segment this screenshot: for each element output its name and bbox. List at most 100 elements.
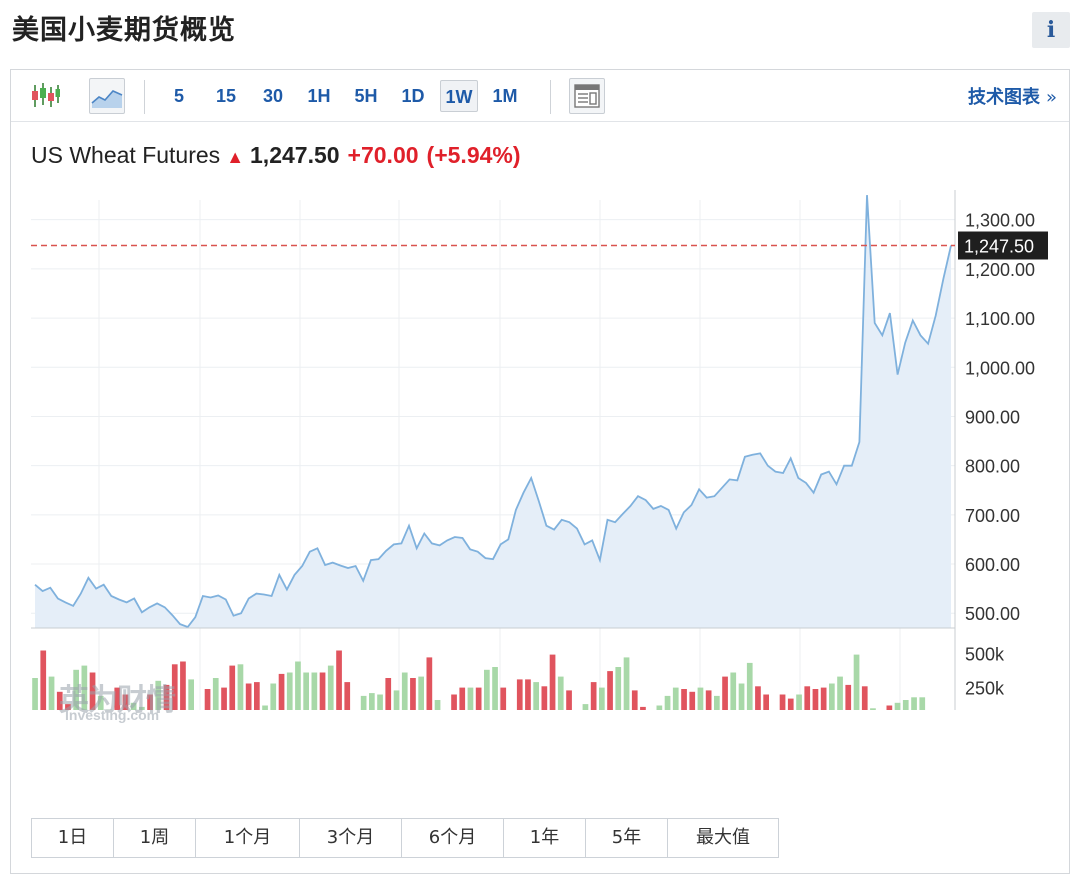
volume-tick-label: 250k — [965, 679, 1005, 699]
volume-bar — [664, 695, 671, 710]
volume-bar — [492, 667, 498, 710]
candlestick-icon[interactable] — [27, 78, 63, 114]
last-price-box — [958, 231, 1048, 260]
range-6m[interactable]: 6个月 — [402, 819, 504, 857]
instrument-name: US Wheat Futures — [31, 142, 221, 168]
volume-bar — [81, 665, 88, 710]
volume-bar — [360, 695, 367, 710]
volume-bar — [689, 691, 696, 710]
range-1w[interactable]: 1周 — [114, 819, 196, 857]
volume-bar — [755, 686, 761, 710]
volume-bar — [902, 700, 909, 710]
volume-bar — [254, 682, 260, 710]
price-change-pct: (+5.94%) — [426, 142, 521, 168]
volume-bar — [97, 695, 104, 710]
volume-bar — [533, 682, 539, 710]
area-chart-icon[interactable] — [89, 78, 125, 114]
volume-bar — [672, 687, 679, 710]
volume-bar — [319, 672, 326, 710]
volume-bar — [212, 678, 219, 710]
volume-bar — [467, 687, 474, 710]
volume-bar — [779, 694, 786, 710]
volume-bar — [278, 673, 285, 710]
price-change: +70.00 — [347, 142, 419, 168]
volume-bar — [837, 676, 843, 710]
volume-bar — [590, 682, 597, 710]
volume-bar — [336, 650, 342, 710]
quote-header: US Wheat Futures ▲ 1,247.50 +70.00 (+5.94%) — [31, 142, 521, 169]
volume-bar — [40, 650, 47, 710]
info-icon: i — [1046, 17, 1056, 43]
y-tick-label: 1,200.00 — [965, 260, 1035, 280]
tech-chart-link[interactable]: 技术图表» — [968, 83, 1057, 109]
volume-bar — [714, 695, 720, 710]
volume-bar — [32, 678, 38, 710]
y-tick-label: 900.00 — [965, 407, 1020, 427]
volume-bar — [475, 687, 482, 710]
y-tick-label: 800.00 — [965, 457, 1020, 477]
volume-bar — [221, 687, 227, 710]
volume-bar — [746, 662, 753, 710]
volume-bar — [804, 686, 811, 710]
volume-bar — [426, 657, 433, 710]
volume-bar — [229, 665, 236, 710]
volume-bar — [911, 697, 917, 710]
volume-bar — [697, 687, 704, 710]
price-chart[interactable]: 1,300.00 1,200.00 1,100.00 1,000.00 900.00 80… — [11, 190, 1069, 710]
volume-bar — [820, 687, 827, 710]
volume-bar — [262, 705, 268, 710]
volume-bar — [385, 678, 392, 710]
chart-widget: 5 15 30 1H 5H 1D 1W 1M 技术图表» US Wheat Fu… — [10, 69, 1070, 874]
volume-bar — [656, 705, 663, 710]
info-button[interactable]: i — [1032, 12, 1070, 48]
volume-bar — [582, 704, 589, 710]
timeframe-5h[interactable]: 5H — [354, 86, 378, 106]
volume-bar — [541, 686, 548, 710]
y-tick-label: 1,300.00 — [965, 211, 1035, 231]
volume-bar — [286, 672, 293, 710]
volume-bar — [894, 702, 901, 710]
arrow-up-icon: ▲ — [226, 147, 245, 167]
volume-bar — [393, 690, 400, 710]
range-1y[interactable]: 1年 — [504, 819, 586, 857]
volume-bar — [705, 690, 712, 710]
last-price-label: 1,247.50 — [964, 237, 1034, 257]
timeframe-1h[interactable]: 1H — [307, 86, 331, 106]
range-3m[interactable]: 3个月 — [300, 819, 402, 857]
timeframe-1d[interactable]: 1D — [401, 86, 425, 106]
chart-toolbar: 5 15 30 1H 5H 1D 1W 1M 技术图表» — [11, 70, 1069, 122]
timeframe-15[interactable]: 15 — [215, 86, 237, 106]
timeframe-1m[interactable]: 1M — [492, 86, 518, 106]
timeframe-5[interactable]: 5 — [173, 86, 184, 106]
volume-bar — [525, 679, 531, 710]
volume-bar — [886, 705, 893, 710]
range-5y[interactable]: 5年 — [586, 819, 668, 857]
volume-bar — [919, 697, 926, 710]
volume-bar — [829, 683, 835, 710]
volume-bar — [681, 689, 687, 710]
volume-bar — [48, 676, 55, 710]
volume-bar — [738, 683, 745, 710]
volume-bar — [147, 694, 153, 710]
y-tick-label: 700.00 — [965, 506, 1020, 526]
range-selector: 1日 1周 1个月 3个月 6个月 1年 5年 最大值 — [31, 818, 779, 858]
volume-bar — [459, 687, 466, 710]
y-tick-label: 1,000.00 — [965, 358, 1035, 378]
timeframe-1w[interactable]: 1W — [440, 80, 478, 112]
volume-bar — [89, 672, 96, 710]
volume-bar — [787, 698, 794, 710]
range-1m[interactable]: 1个月 — [196, 819, 300, 857]
volume-bar — [566, 690, 572, 710]
volume-bar — [188, 679, 194, 710]
volume-bar — [245, 683, 252, 710]
volume-bar — [295, 661, 301, 710]
volume-bar — [114, 687, 121, 710]
timeframe-30[interactable]: 30 — [262, 86, 284, 106]
volume-bar — [631, 690, 638, 710]
layout-icon[interactable] — [569, 78, 605, 114]
volume-bar — [377, 694, 383, 710]
range-1d[interactable]: 1日 — [32, 819, 114, 857]
range-max[interactable]: 最大值 — [668, 819, 778, 857]
volume-bar — [599, 687, 605, 710]
volume-bar — [870, 708, 876, 710]
